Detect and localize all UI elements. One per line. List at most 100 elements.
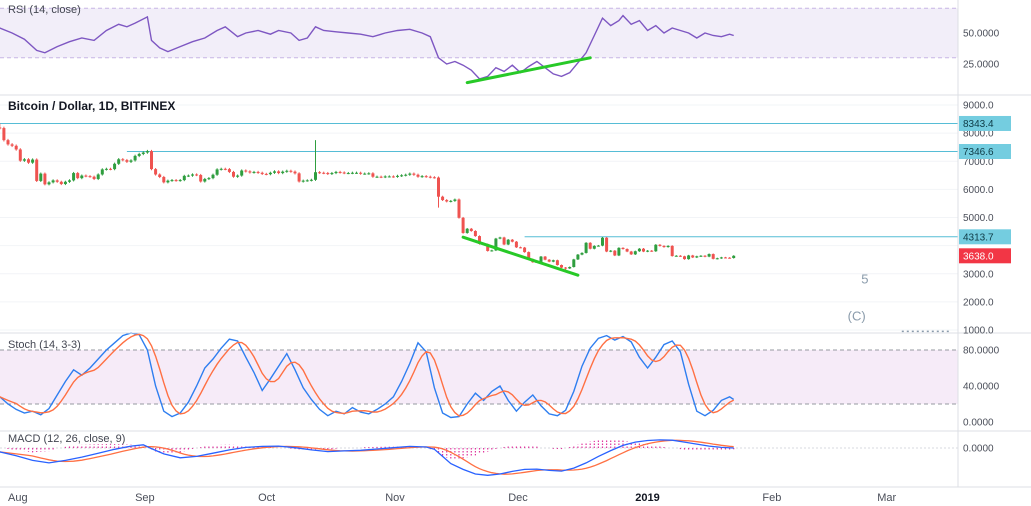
price-tick-label: 2000.0 <box>963 297 994 308</box>
candle-body <box>268 172 272 175</box>
candle-body <box>654 244 658 252</box>
candle-body <box>125 160 129 162</box>
time-axis-label[interactable]: Oct <box>258 492 275 504</box>
candle-body <box>244 170 248 172</box>
candle-body <box>576 254 580 260</box>
price-tick-label: 50.0000 <box>963 29 1000 40</box>
candle-body <box>387 176 391 178</box>
candle-body <box>473 231 477 237</box>
candle-body <box>478 236 481 244</box>
candle-body <box>506 239 510 245</box>
time-axis-label[interactable]: Sep <box>135 492 155 504</box>
candle-body <box>113 163 117 170</box>
candle-body <box>162 177 166 183</box>
candle-body <box>514 241 518 248</box>
price-level-badge[interactable] <box>959 229 1011 245</box>
candle-body <box>383 176 387 178</box>
candle-body <box>133 155 137 161</box>
time-axis-label[interactable]: Aug <box>8 492 28 504</box>
candle-body <box>666 245 670 248</box>
rsi-band <box>0 8 958 58</box>
candle-body <box>22 159 26 161</box>
candle-body <box>31 159 35 163</box>
candle-body <box>289 170 293 172</box>
candle-body <box>555 260 559 266</box>
candle-body <box>428 176 432 178</box>
candle-body <box>76 173 80 179</box>
stoch-pane-title: Stoch (14, 3-3) <box>8 339 81 351</box>
time-axis-label[interactable]: Mar <box>877 492 896 504</box>
rsi-line <box>0 14 734 80</box>
candle-body <box>191 174 194 176</box>
candle-body <box>584 242 588 253</box>
time-axis-label[interactable]: Nov <box>385 492 405 504</box>
candle-body <box>420 176 424 178</box>
candle-body <box>601 237 604 246</box>
candle-body <box>195 174 199 176</box>
candle-body <box>207 178 211 180</box>
candle-body <box>613 250 617 256</box>
candle-body <box>51 180 55 183</box>
candle-body <box>154 169 158 175</box>
last-price-badge[interactable] <box>959 248 1011 264</box>
candle-body <box>699 255 703 257</box>
candle-body <box>658 244 662 246</box>
candle-body <box>404 174 408 176</box>
candle-body <box>424 176 428 178</box>
stoch-k-line <box>0 332 735 419</box>
candle-body <box>342 172 346 174</box>
trendline-rsi[interactable] <box>465 56 592 85</box>
candle-body <box>445 200 449 202</box>
candle-body <box>605 237 609 252</box>
time-axis-label[interactable]: 2019 <box>635 492 659 504</box>
candle-body <box>646 250 650 252</box>
candle-body <box>309 179 313 181</box>
candle-body <box>39 173 43 181</box>
candle-body <box>219 168 223 170</box>
candle-body <box>396 175 399 177</box>
candle-body <box>551 260 555 262</box>
candle-body <box>527 252 531 260</box>
macd-pane-title: MACD (12, 26, close, 9) <box>8 433 126 445</box>
symbol-title: Bitcoin / Dollar, 1D, BITFINEX <box>8 99 176 113</box>
candle-body <box>367 173 371 175</box>
candle-body <box>711 254 715 259</box>
candle-body <box>687 255 691 260</box>
candle-body <box>252 171 256 173</box>
price-level-badge[interactable] <box>959 115 1011 131</box>
price-tick-label: 7000.0 <box>963 157 994 168</box>
candle-body <box>674 255 678 257</box>
candle-body <box>346 173 350 175</box>
candle-body <box>150 151 153 170</box>
candle-body <box>592 245 596 249</box>
candle-body <box>137 153 141 156</box>
candle-body <box>572 259 576 267</box>
candle-body <box>432 177 436 179</box>
candle-body <box>59 181 63 185</box>
candle-body <box>580 252 584 255</box>
candle-body <box>523 247 527 253</box>
candle-body <box>68 180 71 182</box>
candle-body <box>363 173 367 175</box>
candle-body <box>637 248 641 252</box>
trendline-main[interactable] <box>461 235 580 277</box>
candle-body <box>293 171 297 174</box>
candle-body <box>543 256 547 260</box>
candle-body <box>121 159 125 161</box>
candle-body <box>158 174 162 177</box>
candle-body <box>371 173 375 177</box>
candle-body <box>43 173 47 185</box>
candle-body <box>625 249 629 252</box>
time-axis-label[interactable]: Feb <box>762 492 781 504</box>
candle-body <box>277 171 281 174</box>
candle-body <box>178 180 182 182</box>
time-axis-label[interactable]: Dec <box>508 492 528 504</box>
price-tick-label: 0.0000 <box>963 444 994 455</box>
candle-body <box>650 250 654 252</box>
candle-body <box>232 171 235 177</box>
price-tick-label: 5000.0 <box>963 213 994 224</box>
price-level-badge[interactable] <box>959 144 1011 160</box>
candle-body <box>719 257 723 259</box>
candle-body <box>338 171 342 173</box>
